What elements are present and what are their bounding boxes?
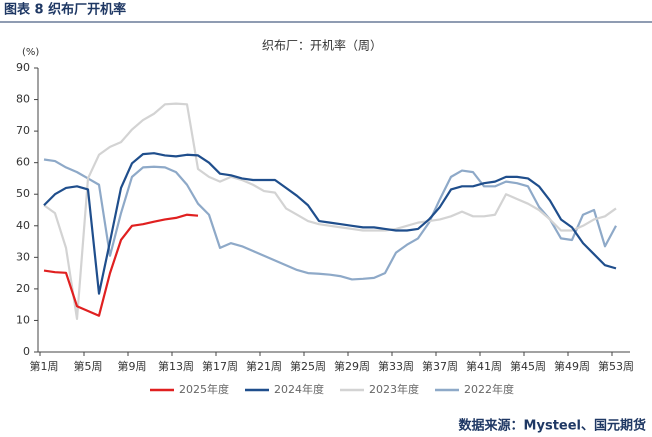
y-unit: (%): [22, 47, 39, 58]
x-tick-label: 第45周: [510, 359, 546, 373]
y-tick-label: 80: [16, 93, 30, 106]
chart-title: 织布厂：开机率（周）: [262, 38, 382, 53]
header: 图表 8 织布厂开机率: [4, 2, 126, 18]
x-tick-label: 第9周: [118, 359, 147, 373]
series-line: [43, 152, 617, 295]
x-tick-label: 第25周: [290, 359, 326, 373]
y-tick-label: 60: [16, 156, 30, 169]
y-tick-label: 70: [16, 124, 30, 137]
y-tick-label: 20: [16, 282, 30, 295]
x-tick-label: 第5周: [74, 359, 103, 373]
x-tick-label: 第1周: [30, 359, 59, 373]
y-tick-label: 10: [16, 313, 30, 326]
x-tick-label: 第53周: [598, 359, 634, 373]
x-tick-label: 第49周: [554, 359, 590, 373]
legend-label: 2022年度: [464, 382, 514, 396]
series-line: [43, 102, 617, 320]
y-tick-label: 90: [16, 61, 30, 74]
legend-label: 2024年度: [274, 382, 324, 396]
x-tick-label: 第13周: [158, 359, 194, 373]
y-tick-label: 30: [16, 250, 30, 263]
x-tick-label: 第17周: [202, 359, 238, 373]
legend-label: 2025年度: [179, 382, 229, 396]
source: 数据来源：Mysteel、国元期货: [459, 418, 646, 434]
x-tick-label: 第21周: [246, 359, 282, 373]
x-tick-label: 第41周: [466, 359, 502, 373]
series-line: [43, 213, 199, 317]
y-tick-label: 0: [23, 345, 30, 358]
legend-label: 2023年度: [369, 382, 419, 396]
series-line: [43, 158, 617, 281]
x-tick-label: 第29周: [334, 359, 370, 373]
x-tick-label: 第33周: [378, 359, 414, 373]
x-tick-label: 第37周: [422, 359, 458, 373]
y-tick-label: 40: [16, 219, 30, 232]
y-tick-label: 50: [16, 187, 30, 200]
